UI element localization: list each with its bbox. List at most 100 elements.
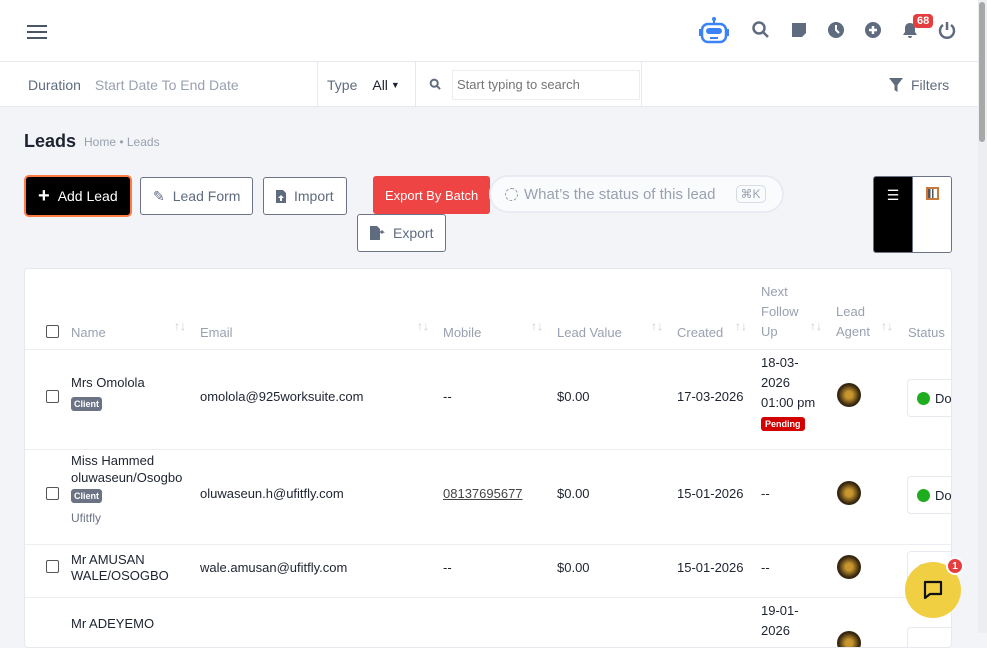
divider [25, 544, 951, 545]
header-line: Lead [836, 304, 865, 319]
menu-icon[interactable] [27, 25, 47, 43]
lead-form-button[interactable]: ✎ Lead Form [140, 177, 254, 215]
divider [25, 449, 951, 450]
add-lead-label: Add Lead [57, 188, 118, 204]
kanban-view-button[interactable] [912, 177, 951, 252]
column-header-next-follow-up[interactable]: Next Follow Up [761, 282, 799, 342]
row-checkbox[interactable] [46, 487, 59, 500]
clock-icon[interactable] [826, 20, 846, 40]
plus-icon: + [38, 184, 50, 207]
power-icon[interactable] [937, 20, 957, 40]
lead-mobile: -- [443, 560, 452, 575]
import-label: Import [294, 188, 334, 204]
row-checkbox[interactable] [46, 390, 59, 403]
chat-unread-badge: 1 [946, 557, 964, 575]
line: oluwaseun/Osogbo [71, 470, 183, 485]
search-icon [429, 78, 441, 90]
filters-label: Filters [911, 76, 950, 93]
next-follow-up: -- [761, 560, 770, 575]
list-view-button[interactable]: ☰ [874, 177, 912, 252]
lead-email: omolola@925worksuite.com [200, 389, 364, 404]
page-scrollbar[interactable] [978, 0, 987, 633]
duration-filter[interactable]: Duration Start Date To End Date [28, 62, 239, 107]
lead-value: $0.00 [557, 389, 590, 404]
page-title: Leads [24, 131, 77, 151]
lead-name[interactable]: Mr ADEYEMO [71, 616, 155, 631]
ask-placeholder: What’s the status of this lead [524, 185, 716, 203]
column-header-lead-agent[interactable]: Lead Agent [836, 302, 870, 342]
company-name: Ufitfly [71, 511, 101, 525]
header-line: Follow [761, 304, 799, 319]
column-header-email[interactable]: Email [200, 325, 233, 340]
view-toggle: ☰ [873, 176, 952, 253]
ai-ask-input[interactable]: What’s the status of this lead ⌘K [489, 175, 784, 213]
leads-table: Name ↑↓ Email ↑↓ Mobile ↑↓ Lead Value ↑↓ Cre… [24, 268, 952, 648]
lead-name[interactable]: Mrs Omolola Client [71, 373, 145, 413]
column-header-name[interactable]: Name [71, 325, 106, 340]
next-follow-up: 19-01- 2026 [761, 601, 799, 641]
agent-avatar[interactable] [837, 555, 861, 579]
line: Mr AMUSAN [71, 552, 145, 567]
sort-icon[interactable]: ↑↓ [174, 319, 186, 333]
lead-name[interactable]: Mr AMUSAN WALE/OSOGBO [71, 552, 169, 584]
lead-value: $0.00 [557, 486, 590, 501]
lead-email: oluwaseun.h@ufitfly.com [200, 486, 344, 501]
agent-avatar[interactable] [837, 631, 861, 647]
type-select[interactable]: All [372, 76, 388, 93]
export-by-batch-label: Export By Batch [385, 187, 479, 203]
filter-bar: Duration Start Date To End Date Type All… [0, 62, 978, 107]
status-select[interactable]: Done [907, 476, 952, 514]
add-lead-button[interactable]: + Add Lead [24, 175, 132, 217]
date-range-input[interactable]: Start Date To End Date [94, 76, 239, 93]
sort-icon[interactable]: ↑↓ [881, 319, 893, 333]
divider [25, 597, 951, 598]
column-header-created[interactable]: Created [677, 325, 724, 340]
agent-avatar[interactable] [837, 383, 861, 407]
top-header: 68 [0, 0, 978, 62]
pencil-icon: ✎ [153, 187, 165, 204]
export-button[interactable]: Export [357, 214, 447, 252]
chat-bubble-icon [923, 580, 943, 600]
breadcrumb[interactable]: Home • Leads [84, 135, 160, 149]
header-line: Agent [836, 324, 870, 339]
column-header-status[interactable]: Status [908, 325, 945, 340]
agent-avatar[interactable] [837, 481, 861, 505]
lead-mobile: -- [443, 389, 452, 404]
status-text: Done [935, 390, 952, 406]
search-icon[interactable] [751, 20, 771, 40]
lead-name[interactable]: Miss Hammed oluwaseun/Osogbo Client Ufitfly [71, 452, 182, 533]
client-badge: Client [71, 489, 103, 503]
select-all-checkbox[interactable] [46, 325, 59, 338]
line: 19-01- [761, 603, 799, 618]
sort-icon[interactable]: ↑↓ [417, 319, 429, 333]
kanban-icon [925, 187, 939, 200]
line: Miss Hammed [71, 453, 155, 468]
lead-value: $0.00 [557, 560, 590, 575]
search-input[interactable] [452, 69, 640, 100]
type-filter[interactable]: Type All ▼ [317, 62, 415, 107]
line: 01:00 pm [761, 395, 816, 410]
robot-icon[interactable] [698, 16, 730, 46]
header-line: Up [761, 324, 778, 339]
file-upload-icon [276, 189, 286, 203]
search-box[interactable] [415, 62, 642, 107]
sort-icon[interactable]: ↑↓ [531, 319, 543, 333]
status-select[interactable]: Done [907, 379, 952, 417]
sort-icon[interactable]: ↑↓ [735, 319, 747, 333]
notification-count-badge: 68 [913, 14, 934, 28]
column-header-mobile[interactable]: Mobile [443, 325, 482, 340]
sort-icon[interactable]: ↑↓ [651, 319, 663, 333]
header-line: Next [761, 284, 788, 299]
import-button[interactable]: Import [263, 177, 347, 215]
status-text: Done [935, 487, 952, 503]
plus-circle-icon[interactable] [863, 20, 883, 40]
status-select[interactable] [907, 627, 951, 647]
export-by-batch-button[interactable]: Export By Batch [373, 176, 491, 214]
lead-mobile-link[interactable]: 08137695677 [443, 486, 523, 501]
filters-button[interactable]: Filters [889, 62, 949, 107]
row-checkbox[interactable] [46, 560, 59, 573]
column-header-lead-value[interactable]: Lead Value [557, 325, 622, 340]
export-label: Export [393, 225, 434, 241]
sort-icon[interactable]: ↑↓ [810, 319, 822, 333]
sticky-note-icon[interactable] [789, 20, 809, 40]
